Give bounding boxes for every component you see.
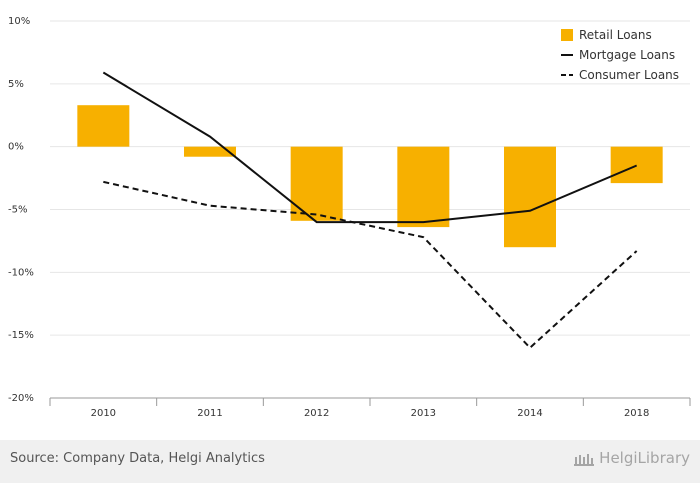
y-tick-label: 0% bbox=[8, 142, 24, 153]
y-tick-label: -5% bbox=[8, 205, 27, 216]
y-tick-label: -10% bbox=[8, 267, 34, 278]
bar-retail-loans bbox=[184, 146, 236, 157]
y-tick-label: -20% bbox=[8, 393, 34, 404]
legend-label-retail-loans: Retail Loans bbox=[579, 28, 652, 42]
x-axis: 2010 2011 2012 2013 2014 2018 bbox=[49, 397, 691, 419]
y-tick-label: 5% bbox=[8, 79, 24, 90]
x-tick-label: 2010 bbox=[91, 408, 116, 419]
y-tick-label: -15% bbox=[8, 330, 34, 341]
line-consumer-loans bbox=[103, 180, 638, 350]
bar-retail-loans bbox=[290, 146, 343, 221]
series-lines bbox=[102, 71, 638, 350]
legend: Retail Loans Mortgage Loans Consumer Loa… bbox=[561, 28, 679, 82]
y-tick-label: 10% bbox=[8, 16, 30, 27]
source-note: Source: Company Data, Helgi Analytics bbox=[10, 451, 265, 466]
chart: 10%5%0%-5%-10%-15%-20% 2010 2011 2012 2013 2… bbox=[8, 16, 691, 419]
brand-logo[interactable]: HelgiLibrary bbox=[573, 449, 690, 467]
legend-label-mortgage-loans: Mortgage Loans bbox=[579, 48, 675, 62]
x-tick-label: 2014 bbox=[517, 408, 542, 419]
x-tick-label: 2011 bbox=[197, 408, 222, 419]
x-tick-label: 2012 bbox=[304, 408, 329, 419]
library-icon bbox=[574, 454, 595, 466]
footer: Source: Company Data, Helgi Analytics He… bbox=[0, 440, 700, 483]
legend-label-consumer-loans: Consumer Loans bbox=[579, 68, 679, 82]
bar-retail-loans bbox=[610, 146, 663, 184]
bar-retail-loans bbox=[77, 105, 130, 147]
bar-retail-loans bbox=[504, 146, 556, 248]
line-mortgage-loans bbox=[102, 71, 638, 224]
y-axis-ticks: 10% 5% 0% -5% -10% -15% -20% bbox=[8, 16, 34, 404]
legend-swatch-retail-loans bbox=[561, 29, 573, 41]
brand-name: HelgiLibrary bbox=[599, 449, 690, 467]
gridlines bbox=[50, 20, 690, 336]
x-tick-label: 2018 bbox=[624, 408, 649, 419]
bar-retail-loans bbox=[397, 146, 450, 228]
x-tick-label: 2013 bbox=[411, 408, 436, 419]
